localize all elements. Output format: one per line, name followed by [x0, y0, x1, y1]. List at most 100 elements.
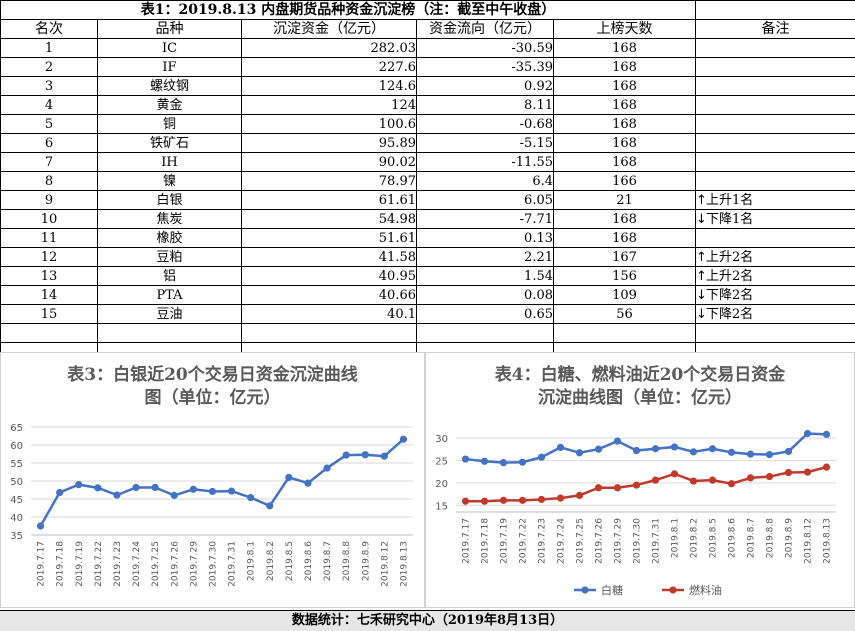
x-tick-label: 2019.7.18: [481, 518, 491, 564]
rank-cell: 10: [1, 210, 98, 229]
data-point: [671, 470, 678, 477]
x-tick-label: 2019.8.13: [823, 518, 833, 564]
data-point: [766, 451, 773, 458]
rank-cell: 7: [1, 153, 98, 172]
header-note: 备注: [696, 20, 855, 39]
arrow-up-icon: ↑: [696, 192, 706, 209]
rank-cell: 3: [1, 77, 98, 96]
legend-marker: [669, 586, 676, 593]
table-title-row: 表1：2019.8.13 内盘期货品种资金沉淀榜（注：截至中午收盘）: [1, 1, 855, 20]
x-tick-label: 2019.8.5: [285, 541, 295, 581]
rank-cell: 9: [1, 191, 98, 210]
data-point: [400, 436, 407, 443]
data-point: [519, 459, 526, 466]
days-cell: 167: [554, 248, 696, 267]
x-tick-label: 2019.7.17: [37, 541, 47, 587]
data-point: [633, 481, 640, 488]
note-cell: [696, 134, 855, 153]
name-cell: IF: [98, 58, 242, 77]
data-point: [766, 473, 773, 480]
capital-cell: 51.61: [242, 229, 417, 248]
data-point: [132, 484, 139, 491]
y-tick-label: 65: [10, 423, 23, 434]
empty-cell: [417, 324, 554, 343]
data-point: [785, 469, 792, 476]
empty-cell: [696, 324, 855, 343]
x-tick-label: 2019.7.31: [228, 541, 238, 587]
x-tick-label: 2019.7.22: [94, 541, 104, 587]
note-cell: [696, 229, 855, 248]
days-cell: 168: [554, 153, 696, 172]
days-cell: 168: [554, 229, 696, 248]
days-cell: 168: [554, 115, 696, 134]
x-tick-label: 2019.8.1: [247, 541, 257, 581]
days-cell: 168: [554, 134, 696, 153]
note-cell: ↓下降1名: [696, 210, 855, 229]
data-point: [690, 477, 697, 484]
flow-cell: -30.59: [417, 39, 554, 58]
header-days: 上榜天数: [554, 20, 696, 39]
note-text: 上升2名: [706, 250, 753, 265]
rank-cell: 6: [1, 134, 98, 153]
x-tick-label: 2019.7.31: [652, 518, 662, 564]
flow-cell: 2.21: [417, 248, 554, 267]
table-title: 表1：2019.8.13 内盘期货品种资金沉淀榜（注：截至中午收盘）: [1, 1, 696, 20]
x-tick-label: 2019.8.8: [342, 541, 352, 581]
rank-cell: 11: [1, 229, 98, 248]
x-tick-label: 2019.8.9: [785, 518, 795, 558]
data-point: [381, 453, 388, 460]
rank-cell: 14: [1, 286, 98, 305]
capital-cell: 124.6: [242, 77, 417, 96]
data-point: [652, 477, 659, 484]
x-tick-label: 2019.7.23: [113, 541, 123, 587]
flow-cell: -35.39: [417, 58, 554, 77]
note-cell: ↓下降2名: [696, 286, 855, 305]
rank-cell: 8: [1, 172, 98, 191]
x-tick-label: 2019.8.6: [304, 541, 314, 581]
capital-cell: 90.02: [242, 153, 417, 172]
x-tick-label: 2019.8.8: [766, 518, 776, 558]
x-tick-label: 2019.7.25: [576, 518, 586, 564]
data-point: [576, 492, 583, 499]
data-point: [557, 494, 564, 501]
name-cell: 白银: [98, 191, 242, 210]
capital-cell: 95.89: [242, 134, 417, 153]
data-point: [75, 481, 82, 488]
header-flow: 资金流向（亿元）: [417, 20, 554, 39]
series-line: [466, 467, 827, 501]
data-point: [228, 487, 235, 494]
y-tick-label: 35: [10, 531, 23, 542]
data-point: [690, 448, 697, 455]
rank-cell: 12: [1, 248, 98, 267]
x-tick-label: 2019.8.12: [804, 518, 814, 564]
note-text: 上升2名: [706, 269, 753, 284]
x-tick-label: 2019.7.30: [633, 518, 643, 564]
days-cell: 168: [554, 96, 696, 115]
x-tick-label: 2019.7.23: [538, 518, 548, 564]
arrow-down-icon: ↓: [696, 211, 706, 228]
days-cell: 168: [554, 210, 696, 229]
y-tick-label: 20: [435, 479, 448, 490]
note-cell: [696, 115, 855, 134]
x-tick-label: 2019.8.5: [709, 518, 719, 558]
note-cell: ↑上升2名: [696, 267, 855, 286]
capital-cell: 124: [242, 96, 417, 115]
capital-cell: 40.95: [242, 267, 417, 286]
y-tick-label: 40: [10, 513, 23, 524]
capital-cell: 61.61: [242, 191, 417, 210]
data-point: [557, 444, 564, 451]
days-cell: 56: [554, 305, 696, 324]
x-tick-label: 2019.7.25: [151, 541, 161, 587]
data-source-footer: 数据统计：七禾研究中心（2019年8月13日）: [0, 610, 855, 631]
y-tick-label: 45: [10, 495, 23, 506]
name-cell: 铁矿石: [98, 134, 242, 153]
x-tick-label: 2019.8.1: [671, 518, 681, 558]
empty-cell: [98, 324, 242, 343]
capital-cell: 100.6: [242, 115, 417, 134]
empty-cell: [554, 324, 696, 343]
